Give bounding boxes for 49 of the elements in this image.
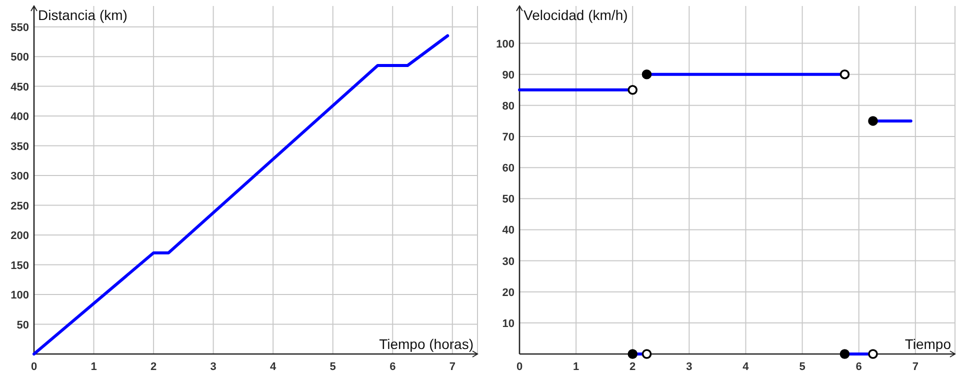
x-tick-label: 4 [742, 361, 750, 373]
point [628, 349, 638, 359]
point [840, 349, 850, 359]
y-tick-label: 10 [502, 318, 514, 330]
y-tick-label: 300 [10, 170, 29, 183]
y-axis-title: Distancia (km) [38, 7, 128, 23]
x-tick-label: 3 [210, 361, 216, 373]
x-tick-label: 1 [572, 361, 580, 373]
y-tick-label: 50 [16, 319, 29, 332]
x-axis-title: Tiempo (horas) [379, 336, 474, 352]
y-tick-label: 40 [502, 224, 514, 237]
point [868, 349, 878, 359]
x-axis-title: Tiempo [904, 336, 952, 352]
x-tick-label: 0 [30, 361, 38, 373]
y-tick-label: 60 [502, 162, 514, 175]
point [642, 69, 652, 80]
x-tick-label: 3 [686, 361, 692, 373]
y-tick-label: 20 [502, 286, 514, 299]
point [628, 84, 638, 95]
x-tick-label: 6 [856, 361, 862, 373]
y-tick-label: 70 [502, 132, 514, 144]
y-tick-label: 400 [10, 111, 29, 124]
x-tick-label: 0 [516, 361, 523, 373]
y-tick-label: 500 [10, 52, 29, 64]
x-tick-label: 5 [330, 361, 336, 373]
point [868, 116, 878, 126]
y-tick-label: 90 [502, 69, 514, 82]
x-tick-label: 5 [799, 361, 806, 373]
y-tick-label: 450 [10, 81, 29, 94]
y-tick-label: 350 [10, 140, 29, 153]
y-tick-label: 100 [496, 38, 514, 50]
x-tick-label: 1 [90, 361, 97, 373]
y-tick-label: 200 [10, 230, 29, 242]
x-tick-label: 4 [270, 361, 278, 373]
y-tick-label: 550 [10, 22, 29, 34]
y-tick-label: 80 [502, 100, 514, 112]
point [840, 69, 850, 80]
y-tick-label: 100 [10, 290, 29, 302]
y-tick-label: 50 [502, 194, 514, 206]
y-axis-title: Velocidad (km/h) [524, 7, 628, 23]
x-tick-label: 6 [390, 361, 396, 373]
y-tick-label: 250 [10, 200, 29, 212]
x-tick-label: 2 [150, 361, 157, 373]
point [642, 349, 652, 359]
x-tick-label: 2 [630, 361, 636, 373]
x-tick-label: 7 [449, 361, 456, 373]
y-tick-label: 150 [10, 260, 29, 272]
y-tick-label: 30 [502, 256, 514, 268]
x-tick-label: 7 [912, 361, 918, 373]
